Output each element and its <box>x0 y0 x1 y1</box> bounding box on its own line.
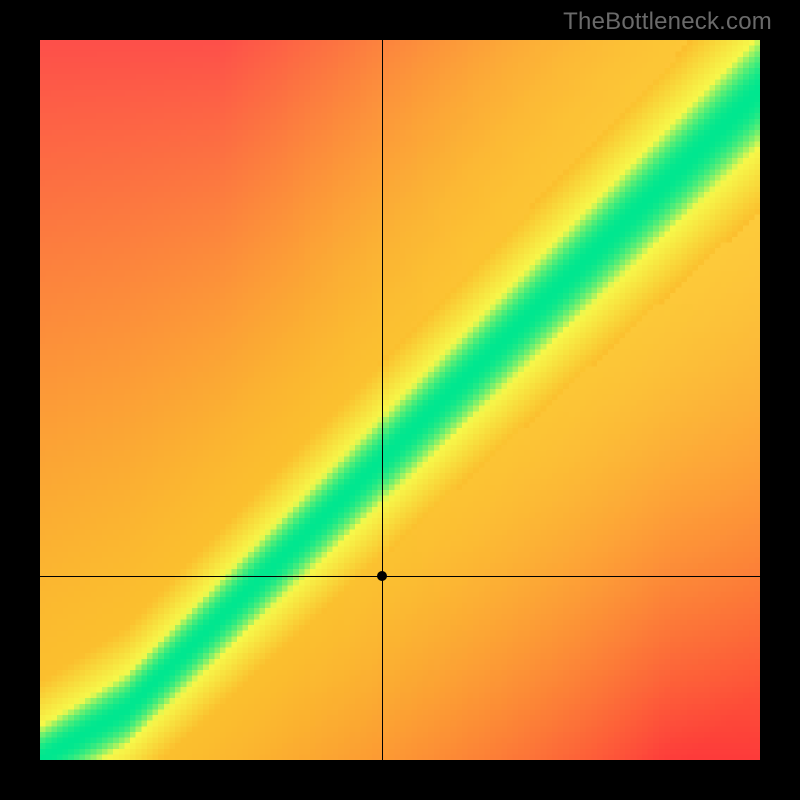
plot-area <box>40 40 760 760</box>
crosshair-horizontal <box>40 576 760 577</box>
bottleneck-heatmap <box>40 40 760 760</box>
crosshair-marker <box>377 571 387 581</box>
watermark-text: TheBottleneck.com <box>563 8 772 36</box>
crosshair-vertical <box>382 40 383 760</box>
